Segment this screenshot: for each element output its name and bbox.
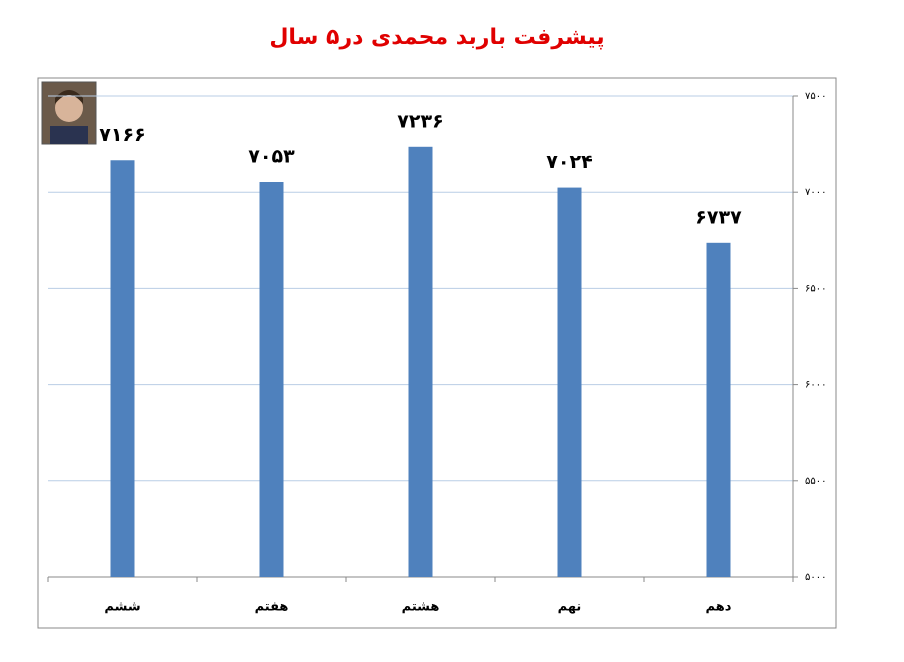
value-label: ۷۲۳۶ [397,110,443,132]
photo [41,81,97,145]
bar [706,242,731,577]
bar [557,187,582,577]
x-tick-label: هفتم [255,600,289,615]
y-tick-label: ۶۵۰۰ [805,283,826,294]
bar [110,160,135,577]
value-label: ۷۰۵۳ [248,146,295,168]
value-label: ۶۷۳۷ [695,206,742,228]
value-label: ۷۰۲۴ [546,151,592,173]
y-tick-label: ۵۰۰۰ [805,572,826,583]
x-tick-label: دهم [706,600,732,615]
value-label: ۷۱۶۶ [99,124,145,146]
y-tick-label: ۷۵۰۰ [805,91,826,102]
y-tick-label: ۷۰۰۰ [805,187,826,198]
x-tick-label: نهم [558,600,582,615]
x-tick-label: هشتم [402,600,440,615]
bar [408,146,433,578]
bar [259,182,284,577]
y-tick-label: ۶۰۰۰ [805,380,826,391]
y-tick-label: ۵۵۰۰ [805,476,826,487]
chart-frame [37,77,837,629]
chart-title: پیشرفت باربد محمدی در۵ سال [269,25,604,50]
x-tick-label: ششم [104,600,140,615]
